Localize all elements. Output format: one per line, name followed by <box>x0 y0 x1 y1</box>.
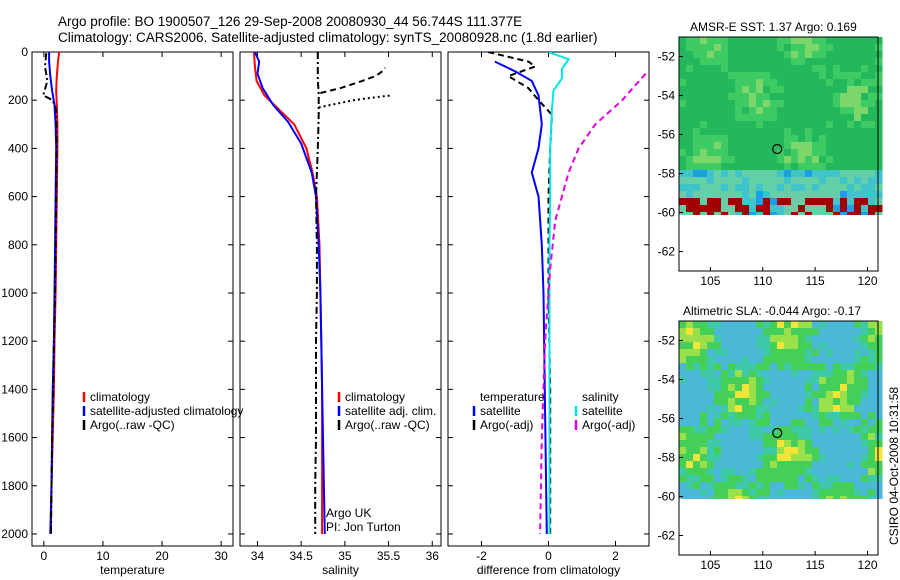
argo-position-marker <box>772 143 783 155</box>
salinity-series-line <box>253 52 324 534</box>
temperature-xtick-label: 30 <box>214 549 228 563</box>
difference-series-line <box>548 52 571 534</box>
figure-title-line-2: Climatology: CARS2006. Satellite-adjuste… <box>58 30 598 45</box>
depth-tick-label: 800 <box>8 238 28 252</box>
diff-legend-sal-satellite-label: satellite <box>582 404 623 418</box>
figure-title-line-1: Argo profile: BO 1900507_126 29-Sep-2008… <box>58 14 523 29</box>
AMSR-E SST-xtick-label: 110 <box>753 274 772 288</box>
AMSR-E SST-xtick-label: 115 <box>806 274 825 288</box>
AMSR-E SST-heatmap <box>679 37 883 215</box>
sal-legend-climatology-label: climatology <box>345 390 405 404</box>
depth-tick-label: 200 <box>8 93 28 107</box>
difference-series-line <box>539 73 647 535</box>
salinity-axes-frame <box>239 51 442 547</box>
depth-tick-label: 400 <box>8 141 28 155</box>
salinity-xlabel: salinity <box>322 563 359 577</box>
depth-tick-label: 1600 <box>1 431 28 445</box>
AMSR-E SST-ytick-label: -62 <box>658 245 676 259</box>
AMSR-E SST-xtick-label: 105 <box>700 274 720 288</box>
depth-tick-label: 1400 <box>1 382 28 396</box>
salinity-series-line <box>314 52 320 534</box>
depth-tick-label: 1800 <box>1 479 28 493</box>
depth-tick-label: 1000 <box>1 286 28 300</box>
AMSR-E SST-ytick-label: -54 <box>658 89 676 103</box>
diff-legend-temp-satellite-label: satellite <box>480 404 521 418</box>
salinity-xtick-label: 34.5 <box>289 549 313 563</box>
Altimetric SLA-xtick-label: 120 <box>858 558 878 572</box>
sla-map-title: Altimetric SLA: -0.044 Argo: -0.17 <box>683 304 862 318</box>
difference-series-line <box>494 60 548 535</box>
Altimetric SLA-ytick-label: -56 <box>658 412 676 426</box>
depth-tick-label: 1200 <box>1 334 28 348</box>
diff-legend-temp-argo-label: Argo(-adj) <box>480 418 533 432</box>
AMSR-E SST-ytick-label: -52 <box>658 50 676 64</box>
argo-position-marker <box>772 427 783 439</box>
Altimetric SLA-xtick-label: 110 <box>753 558 772 572</box>
salinity-xtick-label: 36 <box>426 549 440 563</box>
temperature-series-line <box>42 53 58 535</box>
Altimetric SLA-xtick-label: 105 <box>700 558 720 572</box>
sst-map-title: AMSR-E SST: 1.37 Argo: 0.169 <box>690 20 857 34</box>
diff-legend-salinity-title: salinity <box>582 390 619 404</box>
salinity-xtick-label: 35.5 <box>377 549 401 563</box>
salinity-series-line <box>320 67 386 94</box>
temp-legend-argo-label: Argo(..raw -QC) <box>90 418 175 432</box>
temperature-axes-frame <box>31 51 234 547</box>
Altimetric SLA-map-frame <box>678 320 879 556</box>
temperature-xtick-label: 20 <box>155 549 169 563</box>
pi-annotation: PI: Jon Turton <box>326 520 401 534</box>
sal-legend-argo-label: Argo(..raw -QC) <box>345 418 430 432</box>
diff-legend-sal-argo-label: Argo(-adj) <box>582 418 635 432</box>
Altimetric SLA-ytick-label: -58 <box>658 451 676 465</box>
salinity-series-line <box>253 52 326 535</box>
Altimetric SLA-heatmap <box>679 321 883 499</box>
AMSR-E SST-ytick-label: -56 <box>658 128 676 142</box>
salinity-xtick-label: 35 <box>338 549 352 563</box>
Altimetric SLA-ytick-label: -62 <box>658 529 676 543</box>
AMSR-E SST-ytick-label: -58 <box>658 167 676 181</box>
salinity-series-line <box>318 94 392 109</box>
diff-legend-temperature-title: temperature <box>480 390 545 404</box>
AMSR-E SST-map-frame <box>678 36 879 272</box>
Altimetric SLA-ytick-label: -52 <box>658 334 676 348</box>
sal-legend-satellite-label: satellite adj. clim. <box>345 404 436 418</box>
Altimetric SLA-xtick-label: 115 <box>806 558 825 572</box>
AMSR-E SST-ytick-label: -60 <box>658 206 676 220</box>
argo-uk-annotation: Argo UK <box>326 506 371 520</box>
temperature-xtick-label: 0 <box>40 549 47 563</box>
AMSR-E SST-xtick-label: 120 <box>858 274 878 288</box>
Altimetric SLA-ytick-label: -60 <box>658 490 676 504</box>
Altimetric SLA-ytick-label: -54 <box>658 373 676 387</box>
difference-xtick-label: -2 <box>476 549 487 563</box>
difference-xlabel: difference from climatology <box>477 563 620 577</box>
temp-legend-climatology-label: climatology <box>90 390 150 404</box>
depth-tick-label: 600 <box>8 190 28 204</box>
temperature-xtick-label: 10 <box>96 549 110 563</box>
depth-tick-label: 2000 <box>1 527 28 541</box>
temp-legend-satellite-label: satellite-adjusted climatology <box>90 404 243 418</box>
depth-tick-label: 0 <box>21 45 28 59</box>
difference-xtick-label: 0 <box>545 549 552 563</box>
difference-xtick-label: 2 <box>612 549 619 563</box>
temperature-xlabel: temperature <box>100 563 165 577</box>
salinity-xtick-label: 34 <box>251 549 265 563</box>
